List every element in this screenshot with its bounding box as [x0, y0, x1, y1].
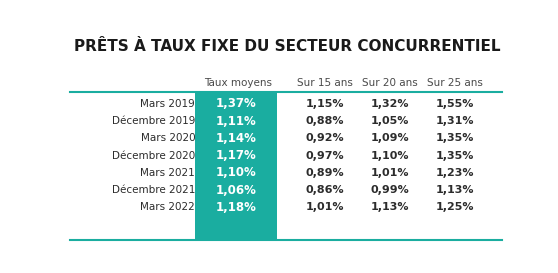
Text: 1,14%: 1,14%: [216, 132, 257, 145]
Text: 0,99%: 0,99%: [371, 185, 409, 195]
Text: Mars 2021: Mars 2021: [141, 168, 195, 178]
Text: 1,01%: 1,01%: [306, 202, 344, 212]
Text: PRÊTS À TAUX FIXE DU SECTEUR CONCURRENTIEL: PRÊTS À TAUX FIXE DU SECTEUR CONCURRENTI…: [74, 39, 501, 54]
Text: 0,86%: 0,86%: [306, 185, 344, 195]
Text: 1,05%: 1,05%: [371, 116, 409, 126]
Text: 1,15%: 1,15%: [306, 99, 344, 109]
Text: Taux moyens: Taux moyens: [204, 78, 272, 88]
Text: 1,25%: 1,25%: [435, 202, 474, 212]
Text: 1,32%: 1,32%: [371, 99, 409, 109]
Text: Mars 2022: Mars 2022: [141, 202, 195, 212]
Text: Décembre 2019: Décembre 2019: [112, 116, 195, 126]
Text: 0,89%: 0,89%: [306, 168, 344, 178]
Text: 1,18%: 1,18%: [216, 201, 257, 214]
Text: Mars 2019: Mars 2019: [141, 99, 195, 109]
Text: Décembre 2021: Décembre 2021: [112, 185, 195, 195]
Text: 1,31%: 1,31%: [435, 116, 474, 126]
Text: 1,06%: 1,06%: [216, 183, 257, 197]
Text: Sur 20 ans: Sur 20 ans: [362, 78, 417, 88]
Text: 1,23%: 1,23%: [435, 168, 474, 178]
Text: 0,97%: 0,97%: [306, 151, 344, 161]
Text: 1,37%: 1,37%: [216, 97, 257, 110]
Text: 1,01%: 1,01%: [371, 168, 409, 178]
Text: 1,55%: 1,55%: [435, 99, 474, 109]
Text: 1,17%: 1,17%: [216, 149, 257, 162]
Text: Sur 15 ans: Sur 15 ans: [297, 78, 353, 88]
Text: 0,88%: 0,88%: [306, 116, 344, 126]
Bar: [195, 93, 277, 239]
Text: 1,09%: 1,09%: [371, 133, 409, 143]
Text: 1,35%: 1,35%: [435, 151, 474, 161]
Text: 0,92%: 0,92%: [306, 133, 344, 143]
Text: Mars 2020: Mars 2020: [141, 133, 195, 143]
Text: 1,13%: 1,13%: [435, 185, 474, 195]
Text: 1,35%: 1,35%: [435, 133, 474, 143]
Text: 1,10%: 1,10%: [216, 166, 257, 179]
Text: Décembre 2020: Décembre 2020: [112, 151, 195, 161]
Text: Sur 25 ans: Sur 25 ans: [427, 78, 483, 88]
Text: 1,13%: 1,13%: [371, 202, 409, 212]
Text: 1,11%: 1,11%: [216, 115, 257, 127]
Text: 1,10%: 1,10%: [371, 151, 409, 161]
